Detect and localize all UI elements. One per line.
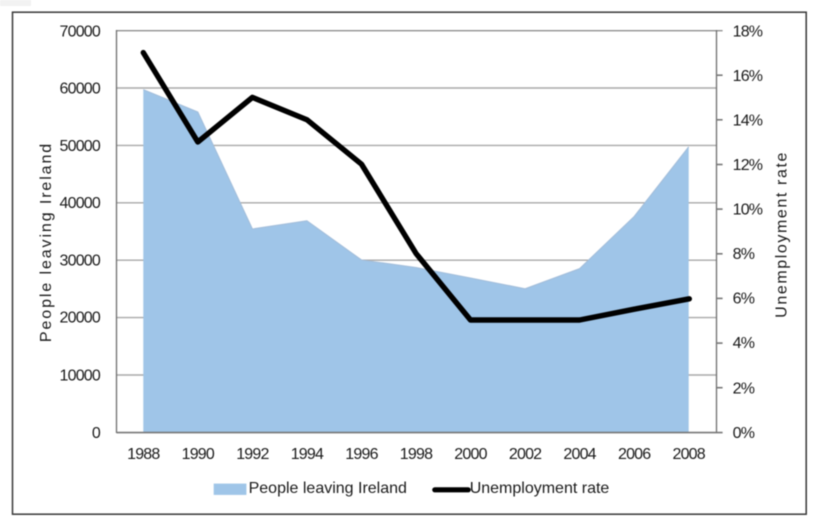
svg-text:1998: 1998 xyxy=(400,446,433,463)
svg-text:2000: 2000 xyxy=(454,446,487,463)
svg-text:Unemployment rate: Unemployment rate xyxy=(774,151,791,318)
svg-text:0: 0 xyxy=(92,425,101,442)
svg-text:2002: 2002 xyxy=(509,446,542,463)
svg-text:10000: 10000 xyxy=(60,368,101,385)
svg-text:6%: 6% xyxy=(733,291,755,308)
svg-text:4%: 4% xyxy=(733,335,755,352)
svg-text:1994: 1994 xyxy=(291,446,324,463)
svg-text:70000: 70000 xyxy=(60,23,101,40)
svg-text:20000: 20000 xyxy=(60,310,101,327)
svg-text:40000: 40000 xyxy=(60,195,101,212)
svg-text:1990: 1990 xyxy=(182,446,215,463)
svg-text:2%: 2% xyxy=(733,380,755,397)
svg-text:30000: 30000 xyxy=(60,252,101,269)
svg-text:16%: 16% xyxy=(733,68,763,85)
svg-text:Unemployment rate: Unemployment rate xyxy=(470,480,610,497)
svg-text:People leaving Ireland: People leaving Ireland xyxy=(38,142,55,342)
svg-text:12%: 12% xyxy=(733,157,763,174)
svg-text:14%: 14% xyxy=(733,112,763,129)
svg-text:2004: 2004 xyxy=(563,446,596,463)
svg-text:1996: 1996 xyxy=(345,446,378,463)
svg-text:10%: 10% xyxy=(733,201,763,218)
svg-text:1992: 1992 xyxy=(236,446,269,463)
svg-text:2006: 2006 xyxy=(618,446,651,463)
svg-text:1988: 1988 xyxy=(127,446,160,463)
svg-text:8%: 8% xyxy=(733,246,755,263)
svg-text:18%: 18% xyxy=(733,23,763,40)
svg-text:50000: 50000 xyxy=(60,138,101,155)
svg-text:0%: 0% xyxy=(733,425,755,442)
svg-text:People leaving Ireland: People leaving Ireland xyxy=(249,480,407,497)
svg-text:2008: 2008 xyxy=(672,446,705,463)
svg-text:60000: 60000 xyxy=(60,81,101,98)
